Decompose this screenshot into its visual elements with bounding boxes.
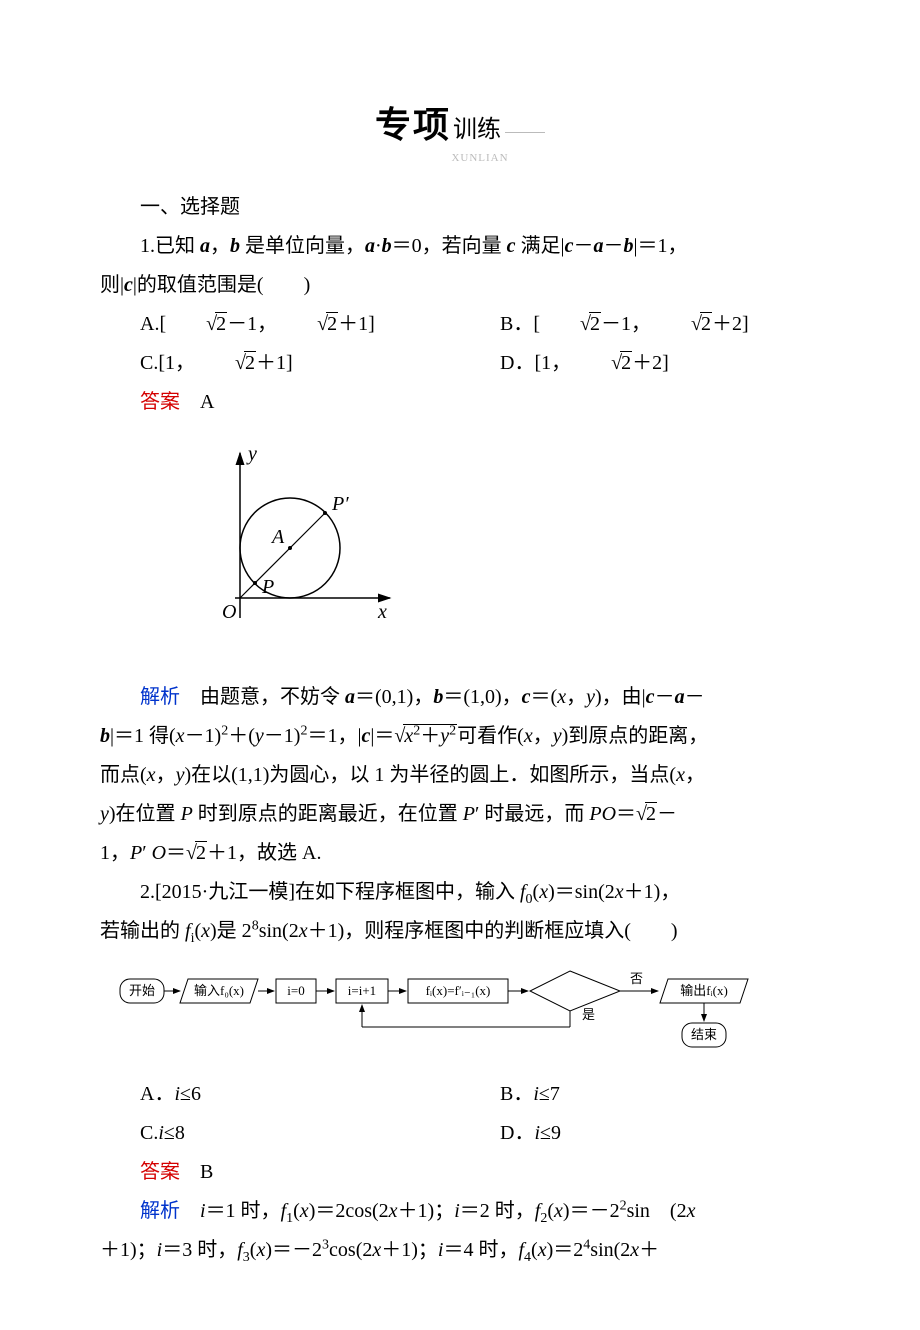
flow-no: 否 [630, 971, 643, 986]
q1-answer: 答案 A [100, 383, 820, 422]
fig-P-label: P [261, 576, 274, 598]
fig-Pp-label: P′ [331, 493, 349, 515]
flow-output: 输出fᵢ(x) [680, 983, 728, 998]
q1-explain-line2: b|＝1 得(x－1)2＋(y－1)2＝1，|c|＝x2＋y2可看作(x，y)到… [100, 717, 820, 756]
banner-line [505, 132, 545, 133]
q1-option-d: D．[1，2＋2] [460, 344, 820, 383]
q2-option-c: C.i≤8 [100, 1114, 460, 1153]
explain-label-2: 解析 [140, 1200, 180, 1222]
q1-option-a: A.[2－1，2＋1] [100, 305, 460, 344]
banner-main: 专项 [375, 90, 451, 160]
q1-stem-line1: 1.已知 a，b 是单位向量，a·b＝0，若向量 c 满足|c－a－b|＝1， [100, 227, 820, 266]
q2-flowchart: 开始 输入f₀(x) i=0 i=i+1 fᵢ(x)=f′ᵢ₋₁(x) 是 [110, 961, 810, 1061]
fig-x-label: x [377, 601, 387, 623]
fig-y-label: y [246, 443, 257, 465]
flow-deriv: fᵢ(x)=f′ᵢ₋₁(x) [426, 983, 491, 998]
section-title: 一、选择题 [100, 188, 820, 227]
q1-explain-line5: 1，P′ O＝2＋1，故选 A. [100, 834, 820, 873]
answer-label: 答案 [140, 391, 180, 413]
q1-figure: y x O A P P′ [180, 438, 410, 648]
banner-pinyin: XUNLIAN [100, 148, 820, 169]
flow-input: 输入f₀(x) [194, 983, 244, 998]
page: 专项训练 XUNLIAN 一、选择题 1.已知 a，b 是单位向量，a·b＝0，… [0, 0, 920, 1330]
q1-option-c: C.[1，2＋1] [100, 344, 460, 383]
q1-stem-line2: 则|c|的取值范围是( ) [100, 266, 820, 305]
q2-options: A．i≤6 C.i≤8 B．i≤7 D．i≤9 [100, 1075, 820, 1153]
fig-O-label: O [222, 601, 236, 623]
flow-init: i=0 [287, 983, 304, 998]
q2-answer-value: B [200, 1161, 213, 1183]
q2-option-b: B．i≤7 [460, 1075, 820, 1114]
q1-explain-line4: y)在位置 P 时到原点的距离最近，在位置 P′ 时最远，而 PO＝2－ [100, 795, 820, 834]
q2-stem-line1: 2.[2015·九江一模]在如下程序框图中，输入 f0(x)＝sin(2x＋1)… [100, 873, 820, 912]
answer-label-2: 答案 [140, 1161, 180, 1183]
flow-yes: 是 [582, 1007, 595, 1022]
banner: 专项训练 XUNLIAN [100, 90, 820, 170]
fig-A-label: A [270, 526, 285, 548]
banner-sub: 训练 [453, 107, 501, 154]
flow-inc: i=i+1 [348, 983, 376, 998]
q2-option-a: A．i≤6 [100, 1075, 460, 1114]
q2-option-d: D．i≤9 [460, 1114, 820, 1153]
q2-explain-line1: 解析 i＝1 时，f1(x)＝2cos(2x＋1)；i＝2 时，f2(x)＝－2… [100, 1192, 820, 1231]
flow-end: 结束 [691, 1027, 717, 1042]
q2-explain-line2: ＋1)；i＝3 时，f3(x)＝－23cos(2x＋1)；i＝4 时，f4(x)… [100, 1231, 820, 1270]
explain-label: 解析 [140, 686, 180, 708]
flow-start: 开始 [129, 983, 155, 998]
q2-stem-line2: 若输出的 fi(x)是 28sin(2x＋1)，则程序框图中的判断框应填入( ) [100, 912, 820, 951]
q1-answer-value: A [200, 391, 214, 413]
q1-option-b: B．[2－1，2＋2] [460, 305, 820, 344]
q1-explain-line3: 而点(x，y)在以(1,1)为圆心，以 1 为半径的圆上．如图所示，当点(x， [100, 756, 820, 795]
q2-answer: 答案 B [100, 1153, 820, 1192]
q1-options: A.[2－1，2＋1] C.[1，2＋1] B．[2－1，2＋2] D．[1，2… [100, 305, 820, 383]
q1-explain-line1: 解析 由题意，不妨令 a＝(0,1)，b＝(1,0)，c＝(x，y)，由|c－a… [100, 678, 820, 717]
